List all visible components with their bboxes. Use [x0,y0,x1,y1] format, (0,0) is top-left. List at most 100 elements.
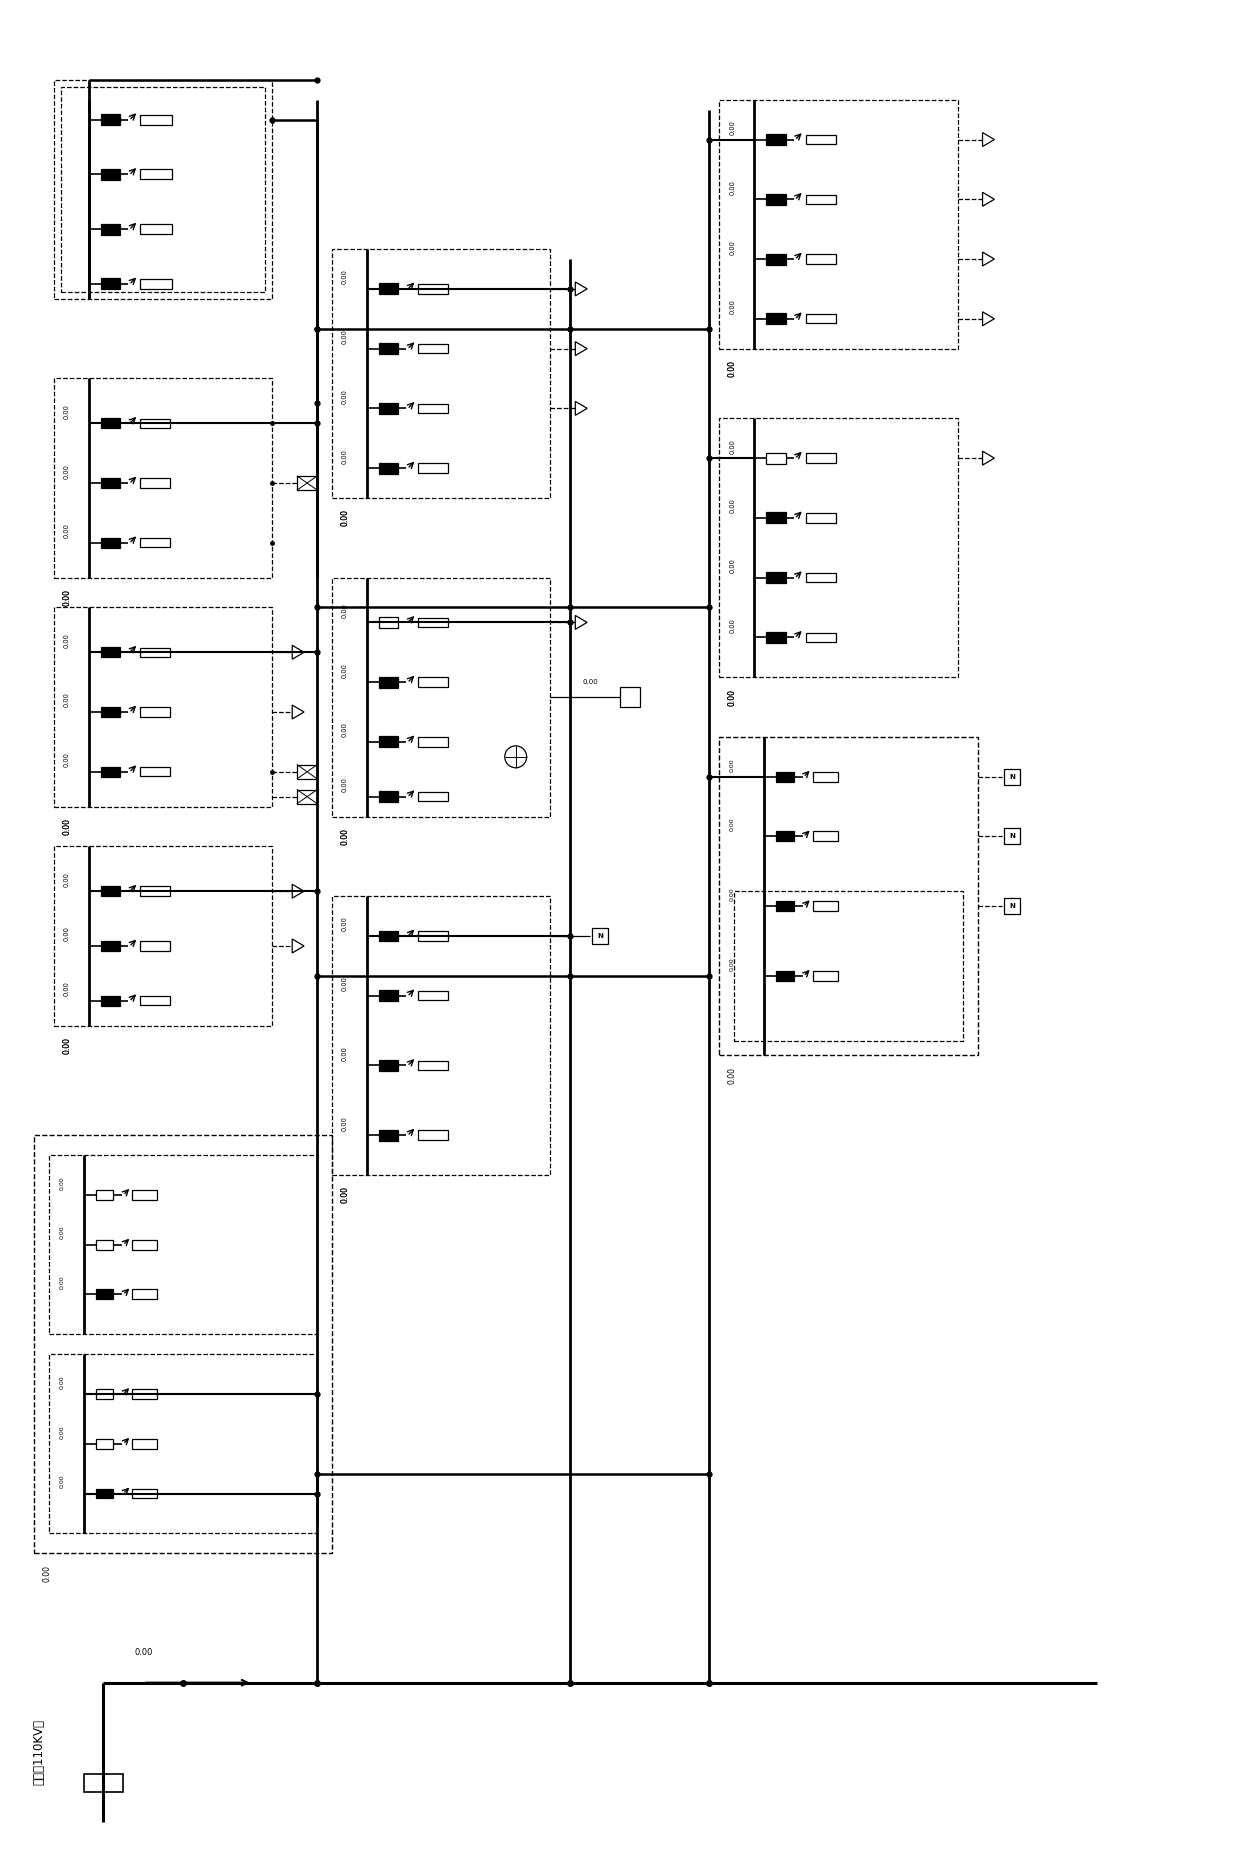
Text: 0.00: 0.00 [342,448,348,463]
Bar [766,193,786,204]
Text: 0.00: 0.00 [340,827,350,844]
Text: 0.00: 0.00 [60,1276,64,1289]
Text: 0.00: 0.00 [342,1047,348,1062]
Bar [298,477,317,490]
Text: 0.00: 0.00 [730,957,735,970]
Bar [812,972,837,981]
Bar [418,283,448,295]
Polygon shape [982,450,994,465]
Bar [418,403,448,413]
Bar [776,771,794,782]
Bar [48,1354,317,1533]
Polygon shape [293,940,304,953]
Text: 0.00: 0.00 [60,1475,64,1488]
Text: 0.00: 0.00 [729,617,735,632]
Bar [418,463,448,473]
Bar [418,617,448,627]
Text: 0.00: 0.00 [728,1067,737,1084]
Text: 0.00: 0.00 [728,688,737,705]
Bar [100,478,120,488]
Text: 0.00: 0.00 [60,1176,64,1189]
Bar [812,771,837,782]
Bar [95,1388,113,1399]
Text: 0.00: 0.00 [62,1037,71,1054]
Text: 0.00: 0.00 [728,360,737,377]
Text: 0.00: 0.00 [729,439,735,454]
Bar [806,572,836,582]
Bar [593,929,608,944]
Bar [776,972,794,981]
Bar [418,1060,448,1069]
Bar [806,454,836,463]
Text: 0.00: 0.00 [342,917,348,932]
Text: N: N [1009,833,1016,839]
Text: 0.00: 0.00 [342,602,348,617]
Bar [140,225,172,234]
Text: N: N [598,932,603,940]
Bar [766,632,786,643]
Bar [53,846,273,1026]
Bar [133,1240,157,1249]
Bar [719,418,957,677]
Text: 0.00: 0.00 [62,589,71,606]
Polygon shape [982,251,994,266]
Bar [806,514,836,523]
Text: 0.00: 0.00 [342,976,348,991]
Bar [766,572,786,583]
Bar [83,1775,123,1792]
Bar [95,1189,113,1201]
Bar [133,1289,157,1300]
Text: 0.00: 0.00 [60,1225,64,1240]
Bar [133,1488,157,1499]
Bar [100,538,120,548]
Bar [95,1439,113,1448]
Bar [298,765,317,779]
Bar [332,578,551,816]
Polygon shape [293,705,304,719]
Bar [100,418,120,428]
Bar [140,707,170,717]
Bar [378,991,398,1002]
Bar [33,1135,332,1553]
Bar [418,991,448,1000]
Text: 0.00: 0.00 [729,180,735,195]
Text: 0.00: 0.00 [342,722,348,737]
Polygon shape [575,401,587,415]
Bar [378,343,398,355]
Bar [734,891,962,1041]
Polygon shape [293,645,304,658]
Text: 0.00: 0.00 [730,887,735,900]
Text: 0.00: 0.00 [730,818,735,831]
Bar [100,278,120,289]
Text: 0.00: 0.00 [340,1186,350,1203]
Bar [100,114,120,126]
Text: 0.00: 0.00 [62,1037,71,1054]
Text: 0.00: 0.00 [729,120,735,135]
Bar [100,707,120,717]
Bar [378,403,398,415]
Bar [140,767,170,777]
Bar [806,195,836,204]
Polygon shape [575,281,587,296]
Bar [418,677,448,687]
Bar [806,632,836,642]
Bar [133,1439,157,1448]
Bar [332,250,551,497]
Bar [140,887,170,897]
Bar [766,452,786,463]
Bar [100,647,120,657]
Text: 0.00: 0.00 [134,1649,153,1657]
Text: 0.00: 0.00 [342,330,348,343]
Bar [1004,829,1021,844]
Bar [100,996,120,1006]
Text: 0.00: 0.00 [340,510,350,527]
Bar [620,687,640,707]
Text: 图体（110KV）: 图体（110KV） [32,1720,46,1786]
Bar [812,831,837,842]
Bar [378,463,398,473]
Bar [133,1189,157,1201]
Bar [719,99,957,349]
Text: 0.00: 0.00 [62,589,71,606]
Bar [766,253,786,265]
Text: 0.00: 0.00 [63,632,69,647]
